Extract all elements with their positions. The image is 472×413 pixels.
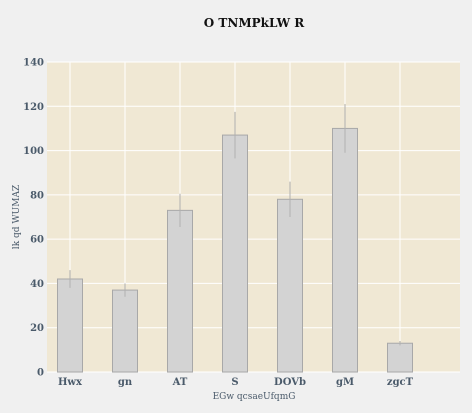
error-bars — [69, 104, 401, 346]
x-tick-label-2: AT — [172, 377, 188, 388]
y-axis-ticks: 0 20 40 60 80 100 120 140 — [23, 58, 44, 379]
bar-6 — [387, 342, 413, 373]
bars — [57, 127, 413, 373]
x-axis-ticks: Hwx gn AT S DOVb gM zgcT — [58, 377, 414, 388]
bar-5 — [332, 127, 358, 373]
y-tick-label-3: 60 — [30, 235, 44, 246]
chart-title: O TNMPkLW R — [204, 16, 305, 30]
y-axis-label: lk qd WUMAZ — [12, 185, 22, 249]
y-tick-label-2: 40 — [30, 279, 44, 290]
x-axis-label: EGw qcsaeUfqmG — [213, 392, 296, 402]
bar-0 — [57, 278, 83, 373]
y-tick-label-1: 20 — [30, 323, 44, 334]
x-tick-label-5: gM — [336, 377, 354, 388]
x-tick-label-0: Hwx — [58, 377, 83, 388]
x-tick-label-6: zgcT — [387, 377, 414, 388]
bar-2 — [167, 209, 193, 373]
y-tick-label-4: 80 — [30, 190, 44, 201]
bar-4 — [277, 198, 303, 373]
y-tick-label-6: 120 — [23, 102, 44, 113]
plot-area — [47, 62, 460, 372]
y-tick-label-5: 100 — [23, 146, 44, 157]
x-tick-label-1: gn — [118, 377, 133, 388]
bar-3 — [222, 134, 248, 373]
x-tick-label-3: S — [231, 377, 238, 388]
y-tick-label-7: 140 — [23, 58, 44, 69]
x-tick-label-4: DOVb — [274, 377, 306, 388]
bar-1 — [112, 289, 138, 373]
y-tick-label-0: 0 — [37, 368, 44, 379]
